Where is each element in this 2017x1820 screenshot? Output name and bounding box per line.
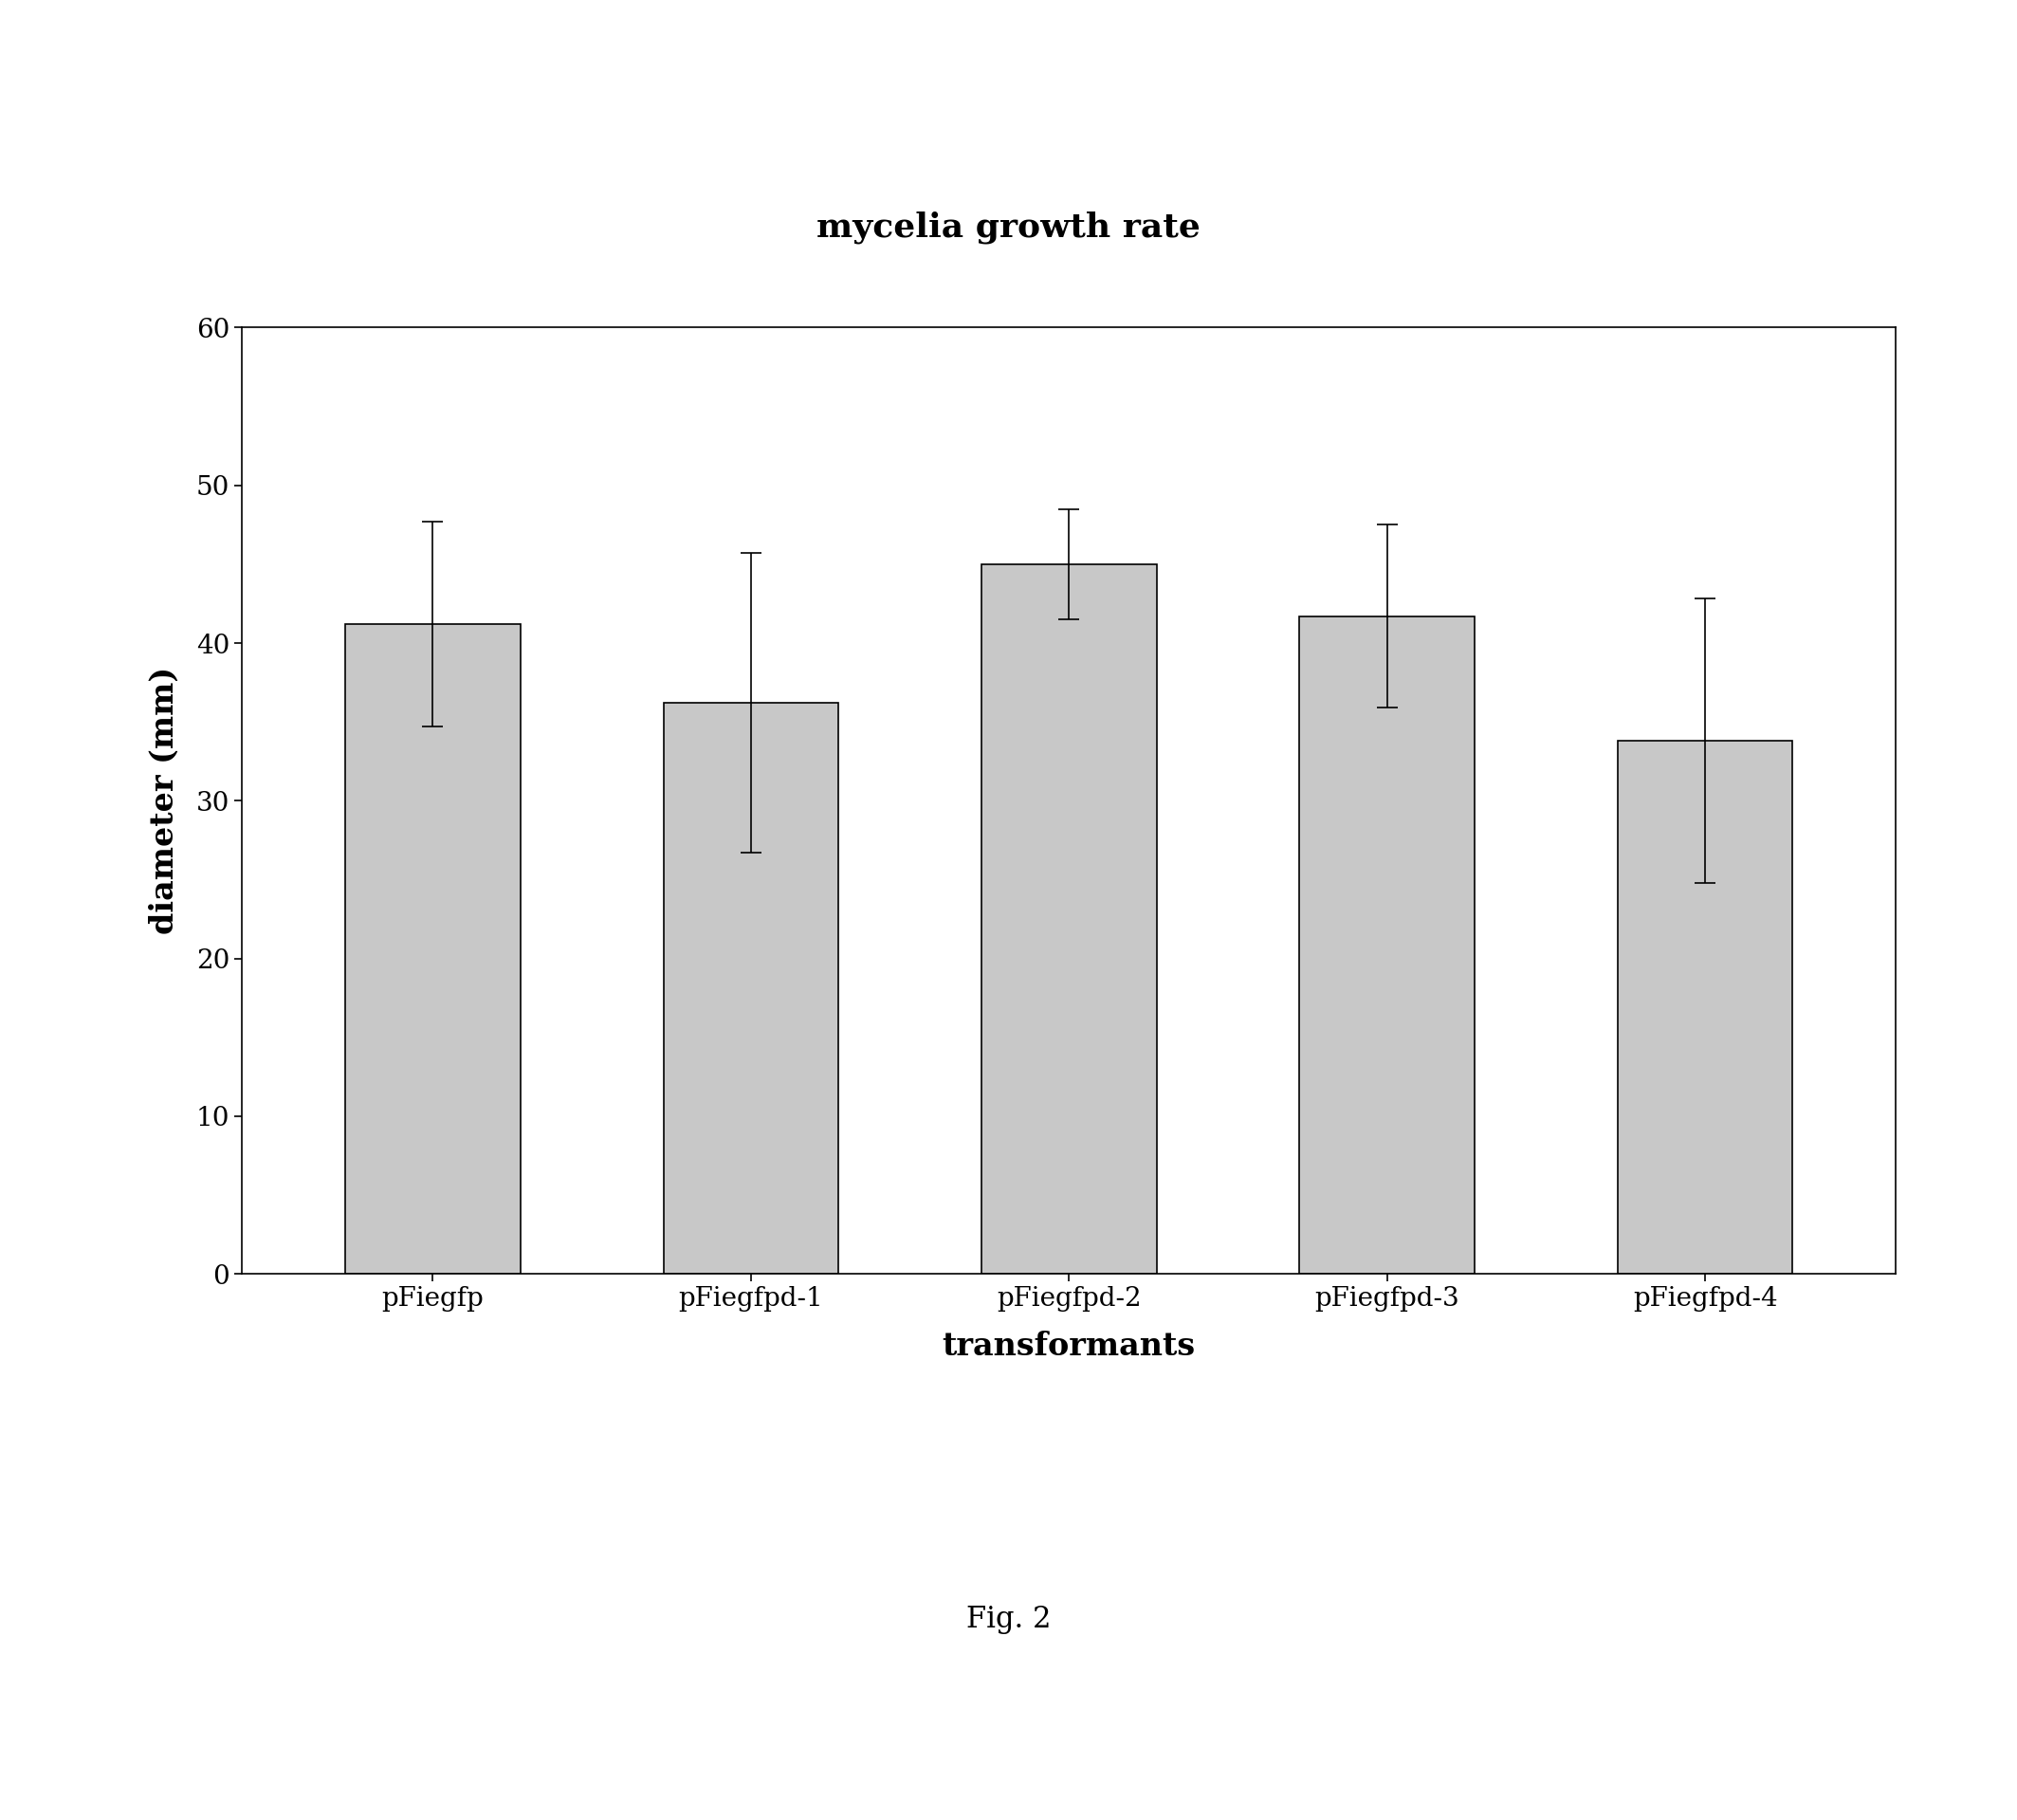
Text: Fig. 2: Fig. 2 <box>966 1605 1051 1634</box>
Text: mycelia growth rate: mycelia growth rate <box>817 211 1200 244</box>
Bar <box>664 703 839 1274</box>
Bar <box>1618 741 1793 1274</box>
Bar <box>345 624 520 1274</box>
Bar <box>982 564 1156 1274</box>
Bar <box>1299 617 1474 1274</box>
X-axis label: transformants: transformants <box>942 1330 1196 1361</box>
Y-axis label: diameter (mm): diameter (mm) <box>149 666 180 935</box>
